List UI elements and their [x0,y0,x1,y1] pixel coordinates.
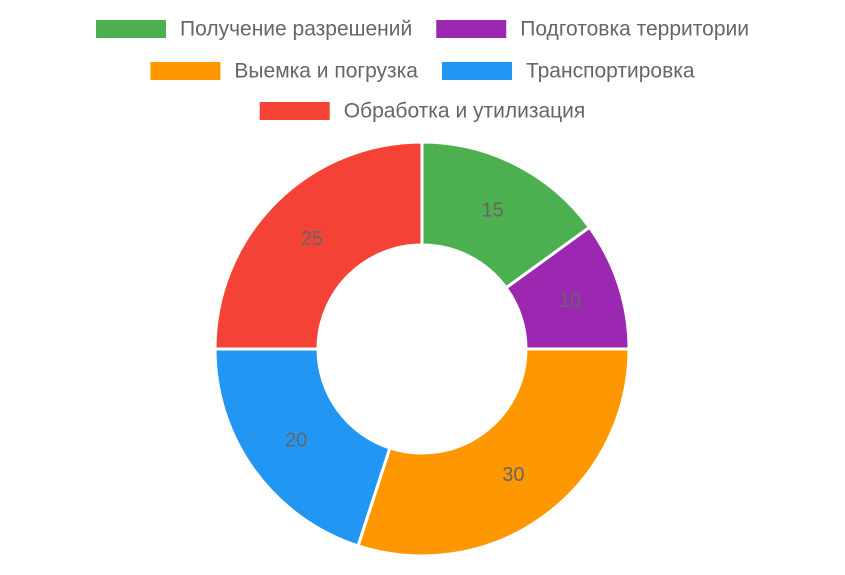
legend-swatch-2 [436,20,507,38]
slice-5[interactable] [213,140,424,351]
legend-swatch-3 [150,62,221,80]
legend-label-5: Обработка и утилизация [344,100,586,123]
legend-item-5[interactable]: Обработка и утилизация [259,100,586,123]
slice-value-labels: 15 10 30 20 25 [285,199,581,485]
slice-value-label-5: 25 [301,228,323,250]
slice-4[interactable] [213,347,392,548]
slice-value-label-4: 20 [285,429,307,451]
legend-swatch-1 [96,20,167,38]
legend-item-3[interactable]: Выемка и погрузка [150,60,418,83]
chart-legend: Получение разрешений Подготовка территори… [96,18,749,123]
legend-item-1[interactable]: Получение разрешений [96,18,412,41]
slice-value-label-3: 30 [502,464,524,486]
slice-value-label-1: 15 [481,199,503,221]
legend-label-2: Подготовка территории [520,18,749,41]
legend-swatch-4 [441,62,512,80]
legend-swatch-5 [259,102,330,120]
legend-label-1: Получение разрешений [180,18,412,41]
slice-value-label-2: 10 [559,290,581,312]
legend-label-4: Транспортировка [526,60,695,83]
slice-3[interactable] [356,347,631,558]
legend-item-4[interactable]: Транспортировка [441,60,695,83]
doughnut-slices [213,140,631,558]
slice-1[interactable] [420,140,591,290]
legend-item-2[interactable]: Подготовка территории [436,18,749,41]
legend-label-3: Выемка и погрузка [234,60,418,83]
